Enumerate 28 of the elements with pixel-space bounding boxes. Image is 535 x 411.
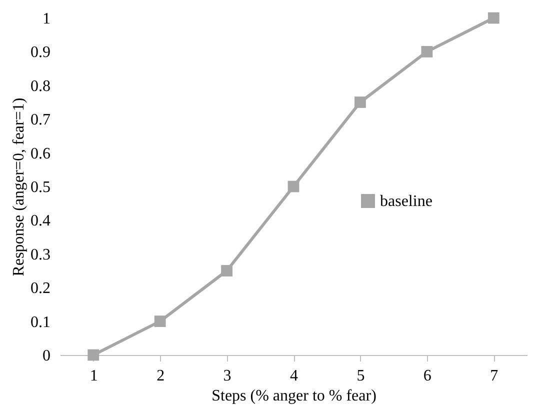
y-tick-label: 0.3	[30, 246, 50, 264]
y-tick-label: 1	[42, 10, 50, 28]
y-tick-label: 0.4	[30, 212, 50, 230]
y-tick-label: 0	[42, 348, 50, 364]
y-tick-label: 0.6	[30, 145, 50, 162]
point	[421, 46, 433, 58]
point	[288, 180, 300, 192]
x-tick-label: 3	[223, 368, 232, 384]
y-tick-label: 0.8	[30, 78, 50, 95]
x-axis-title: Steps (% anger to % fear)	[212, 388, 376, 404]
y-tick-label: 0.1	[30, 314, 50, 331]
y-axis-title: Response (anger=0, fear=1)	[10, 98, 28, 276]
point	[354, 96, 366, 108]
point	[488, 12, 500, 24]
y-tick-label: 0.9	[30, 44, 50, 62]
x-tick-label: 6	[423, 368, 432, 384]
y-tick-label: 0.7	[30, 112, 50, 129]
point	[88, 349, 100, 361]
point	[154, 316, 166, 327]
legend-label: baseline	[380, 193, 432, 210]
x-tick-label: 7	[490, 368, 498, 384]
y-tick-label: 0.2	[30, 280, 50, 298]
point	[221, 265, 232, 276]
x-tick-label: 2	[156, 368, 165, 384]
x-tick-label: 5	[356, 368, 365, 384]
y-tick-label: 0.5	[30, 179, 50, 196]
x-tick-label: 4	[290, 368, 298, 384]
x-tick-label: 1	[90, 368, 98, 384]
